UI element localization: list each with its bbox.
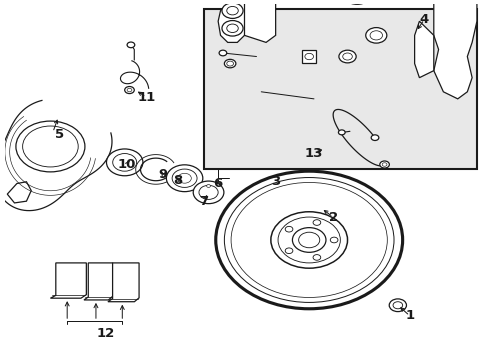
Circle shape [224,59,235,68]
Text: 6: 6 [213,177,223,190]
Polygon shape [84,263,112,300]
Circle shape [341,0,372,4]
Circle shape [226,6,238,15]
Circle shape [222,3,243,18]
Text: 5: 5 [55,128,64,141]
Polygon shape [414,21,433,78]
Circle shape [127,42,135,48]
Circle shape [342,53,351,60]
Circle shape [222,21,243,36]
Text: 8: 8 [172,174,182,186]
Circle shape [338,50,355,63]
Circle shape [226,24,238,32]
Circle shape [298,232,319,248]
Polygon shape [433,0,476,99]
Circle shape [312,220,320,225]
Text: 3: 3 [270,175,280,188]
Text: 2: 2 [328,211,337,224]
Circle shape [312,255,320,260]
Text: 10: 10 [118,158,136,171]
Text: 1: 1 [405,309,413,322]
Circle shape [127,88,132,92]
Circle shape [270,212,347,268]
Circle shape [172,169,197,188]
Circle shape [285,226,292,232]
Circle shape [231,183,386,297]
Polygon shape [50,263,86,298]
Circle shape [370,135,378,140]
Circle shape [206,185,210,188]
Text: 9: 9 [158,168,167,181]
Circle shape [392,302,402,309]
Circle shape [16,121,85,172]
Polygon shape [7,182,31,203]
Circle shape [226,61,233,66]
Circle shape [285,248,292,253]
Circle shape [365,28,386,43]
Text: 4: 4 [419,13,428,26]
Circle shape [219,50,226,56]
Polygon shape [108,263,139,302]
Circle shape [292,228,325,252]
Circle shape [199,185,218,199]
Circle shape [278,217,340,263]
Circle shape [224,177,393,302]
Bar [302,50,316,63]
Circle shape [193,181,224,204]
Circle shape [388,299,406,312]
Text: 11: 11 [137,91,155,104]
Circle shape [215,171,402,309]
Text: 13: 13 [304,147,323,160]
Circle shape [382,163,386,166]
Text: 7: 7 [199,195,208,208]
Circle shape [124,86,134,94]
Bar [203,9,476,170]
Circle shape [329,237,337,243]
Circle shape [166,165,203,192]
Circle shape [106,149,142,176]
Circle shape [379,161,388,168]
Circle shape [369,31,382,40]
Polygon shape [244,0,275,42]
Circle shape [304,53,313,60]
Polygon shape [218,0,246,42]
Circle shape [338,130,345,135]
Circle shape [22,126,78,167]
Text: 12: 12 [96,327,114,340]
Circle shape [112,153,137,171]
Circle shape [178,173,191,183]
